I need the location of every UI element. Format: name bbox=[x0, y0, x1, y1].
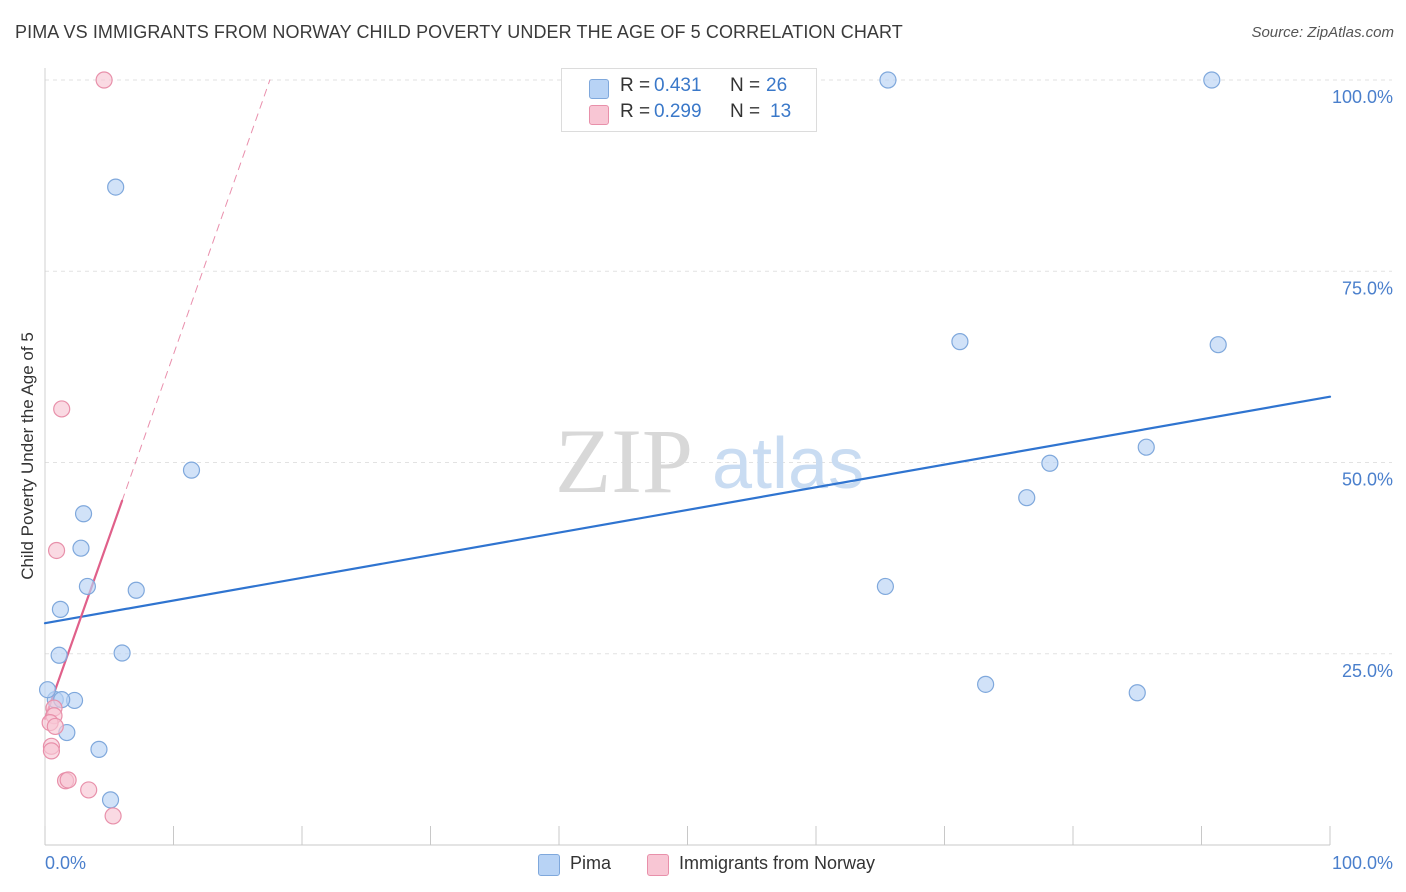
watermark: ZIP atlas bbox=[555, 410, 864, 512]
y-tick-label: 50.0% bbox=[1342, 470, 1393, 490]
legend-r-label: R = bbox=[620, 75, 651, 96]
point-pima bbox=[1137, 438, 1155, 456]
bottom-legend-pima-label: Pima bbox=[570, 853, 612, 873]
x-tick-label: 100.0% bbox=[1332, 853, 1393, 873]
point-norway bbox=[104, 807, 122, 825]
bottom-swatch-pima bbox=[538, 854, 560, 876]
point-pima bbox=[1203, 71, 1221, 89]
y-tick-label: 75.0% bbox=[1342, 278, 1393, 298]
legend-r-label: R = bbox=[620, 101, 651, 122]
legend-r-value: 0.299 bbox=[654, 101, 702, 122]
point-pima bbox=[38, 681, 57, 699]
point-pima bbox=[107, 178, 125, 196]
point-pima bbox=[879, 71, 897, 89]
point-pima bbox=[1209, 336, 1227, 354]
y-tick-label: 25.0% bbox=[1342, 661, 1393, 681]
point-norway bbox=[42, 742, 61, 760]
point-pima bbox=[72, 539, 90, 557]
grid-lines bbox=[45, 79, 1392, 655]
source-label: Source: ZipAtlas.com bbox=[1251, 24, 1394, 41]
point-pima bbox=[51, 600, 70, 618]
data-points bbox=[38, 71, 1227, 825]
x-tick-label: 0.0% bbox=[45, 853, 86, 873]
point-norway bbox=[95, 71, 113, 89]
bottom-legend-norway-label: Immigrants from Norway bbox=[679, 853, 876, 873]
point-pima bbox=[50, 646, 68, 664]
legend-n-label: N = bbox=[730, 75, 761, 96]
legend-r-value: 0.431 bbox=[654, 75, 702, 96]
legend-n-value: 26 bbox=[766, 75, 788, 96]
point-norway bbox=[59, 771, 77, 789]
point-pima bbox=[90, 740, 108, 758]
trend-line-norway bbox=[43, 499, 124, 720]
stats-legend: R = 0.431 N = 26 R = 0.299 N = 13 bbox=[561, 68, 817, 132]
watermark-zip: ZIP bbox=[555, 410, 693, 512]
point-pima bbox=[78, 577, 97, 596]
point-pima bbox=[74, 505, 93, 523]
point-pima bbox=[951, 333, 969, 351]
point-pima bbox=[1128, 684, 1146, 702]
legend-n-label: N = bbox=[730, 101, 761, 122]
point-pima bbox=[876, 577, 894, 596]
point-norway bbox=[53, 400, 71, 418]
point-pima bbox=[182, 461, 201, 479]
bottom-swatch-norway bbox=[647, 854, 669, 876]
axes bbox=[44, 68, 1331, 846]
legend-swatch-pima bbox=[589, 79, 609, 99]
point-pima bbox=[1041, 454, 1059, 472]
legend-n-value: 13 bbox=[770, 101, 792, 122]
point-norway bbox=[46, 717, 64, 736]
point-pima bbox=[127, 581, 145, 599]
point-pima bbox=[977, 675, 995, 693]
trend-line-pima bbox=[43, 395, 1332, 625]
trend-lines bbox=[43, 79, 1332, 720]
y-tick-label: 100.0% bbox=[1332, 87, 1393, 107]
trend-line-norway bbox=[121, 79, 271, 502]
point-norway bbox=[80, 781, 98, 799]
point-pima bbox=[101, 791, 120, 809]
watermark-atlas: atlas bbox=[712, 424, 864, 504]
point-norway bbox=[47, 541, 66, 560]
point-pima bbox=[113, 644, 131, 662]
legend-swatch-norway bbox=[589, 105, 609, 125]
point-pima bbox=[1018, 489, 1036, 507]
chart-title: PIMA VS IMMIGRANTS FROM NORWAY CHILD POV… bbox=[15, 22, 903, 42]
tick-labels: 25.0% 50.0% 75.0% 100.0% 0.0% 100.0% bbox=[45, 87, 1393, 873]
